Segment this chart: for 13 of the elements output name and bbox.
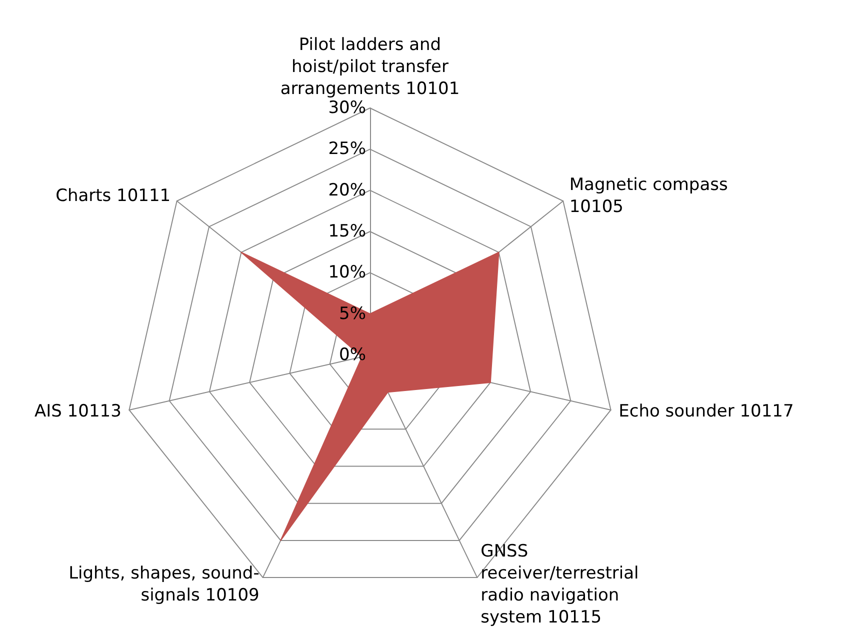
spoke-label: Magnetic compass 10105 bbox=[569, 175, 728, 218]
spoke-label: AIS 10113 bbox=[34, 402, 122, 422]
y-tick-label: 25% bbox=[328, 139, 366, 160]
y-tick-label: 15% bbox=[328, 222, 366, 242]
spoke-label: Echo sounder 10117 bbox=[618, 402, 794, 422]
y-tick-label: 5% bbox=[339, 304, 366, 324]
spoke-label: Pilot ladders and hoist/pilot transfer arrangements 10101 bbox=[280, 35, 460, 99]
y-tick-label: 10% bbox=[328, 262, 366, 283]
spoke-label: Lights, shapes, sound-signals 10109 bbox=[68, 564, 260, 606]
spoke-label: GNSS receiver/terrestrial radio navigation system 10115 bbox=[480, 542, 639, 628]
spoke-label: Charts 10111 bbox=[56, 186, 171, 206]
y-tick-label: 30% bbox=[328, 98, 366, 118]
y-tick-label: 20% bbox=[328, 180, 366, 200]
